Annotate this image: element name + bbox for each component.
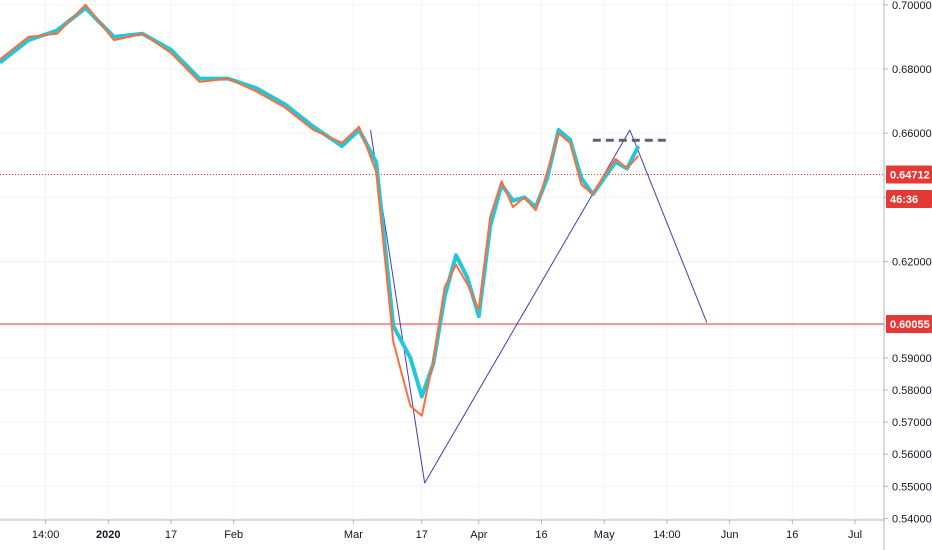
y-tick-label: 0.62000 <box>892 257 932 269</box>
x-tick-label: Apr <box>470 529 487 541</box>
price-label-text: 0.60055 <box>890 319 930 331</box>
y-tick-label: 0.59000 <box>892 353 932 365</box>
series-lines <box>0 3 641 417</box>
price-label-box <box>886 165 932 184</box>
price-labels: 0.64712 46:36 0.60055 <box>886 165 932 334</box>
y-tick-label: 0.70000 <box>892 0 932 12</box>
y-tick-label: 0.68000 <box>892 64 932 76</box>
price-label-text: 46:36 <box>890 194 918 206</box>
grid <box>0 0 884 520</box>
x-tick-label: Mar <box>344 529 363 541</box>
trend-lines <box>370 129 708 484</box>
y-tick-label: 0.57000 <box>892 417 932 429</box>
x-tick-label: 17 <box>416 529 428 541</box>
x-tick-label: Feb <box>224 529 243 541</box>
x-tick-label: May <box>594 529 615 541</box>
x-tick-label: 16 <box>535 529 547 541</box>
y-tick-label: 0.56000 <box>892 449 932 461</box>
y-tick-label: 0.66000 <box>892 128 932 140</box>
x-tick-label: 2020 <box>96 529 120 541</box>
y-tick-label: 0.55000 <box>892 481 932 493</box>
x-tick-label: Jun <box>721 529 739 541</box>
x-tick-label: Jul <box>848 529 862 541</box>
y-tick-label: 0.58000 <box>892 385 932 397</box>
y-axis-ticks: 0.54000 0.55000 0.56000 0.57000 0.58000 0.590… <box>884 0 932 525</box>
series-line <box>0 3 640 417</box>
x-tick-label: 16 <box>786 529 798 541</box>
price-label-box <box>886 315 932 334</box>
price-label-box <box>886 190 932 209</box>
price-label-text: 0.64712 <box>890 170 930 182</box>
x-tick-label: 14:00 <box>653 529 681 541</box>
y-tick-label: 0.54000 <box>892 513 932 525</box>
x-tick-label: 14:00 <box>32 529 60 541</box>
series-line <box>0 6 641 399</box>
x-tick-label: 17 <box>165 529 177 541</box>
axes <box>0 0 885 550</box>
x-axis-ticks: 14:00 2020 17 Feb Mar 17 Apr 16 May 14:00 Jun 16 Jul <box>32 520 862 541</box>
trend-line <box>629 129 708 323</box>
